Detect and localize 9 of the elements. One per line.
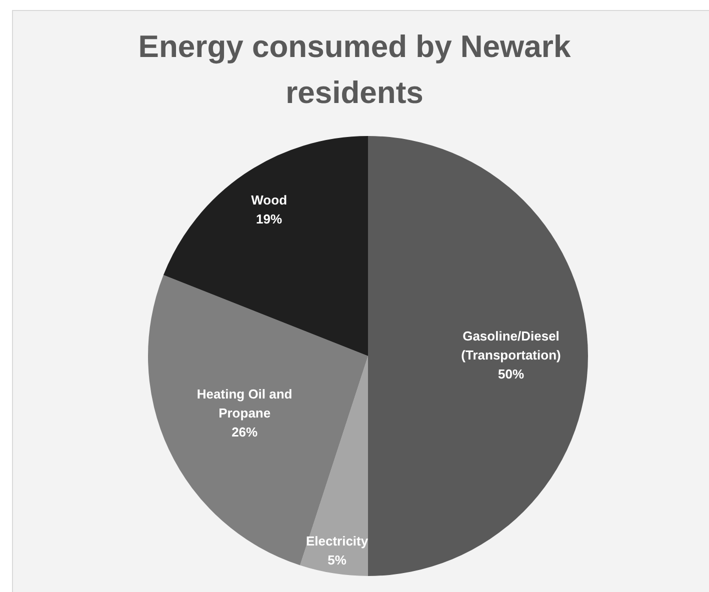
slice-label: Wood	[251, 192, 288, 208]
slice-label: Gasoline/Diesel (Transportation)	[461, 328, 561, 363]
slice-label: Heating Oil and Propane	[196, 386, 292, 421]
data-label: 50%	[498, 366, 524, 382]
chart-title: Energy consumed by Newark residents	[137, 28, 572, 112]
data-label: 5%	[328, 552, 347, 568]
data-label: 19%	[256, 212, 283, 227]
data-label: 26%	[232, 424, 258, 440]
slice-label: Electricity	[306, 534, 369, 549]
